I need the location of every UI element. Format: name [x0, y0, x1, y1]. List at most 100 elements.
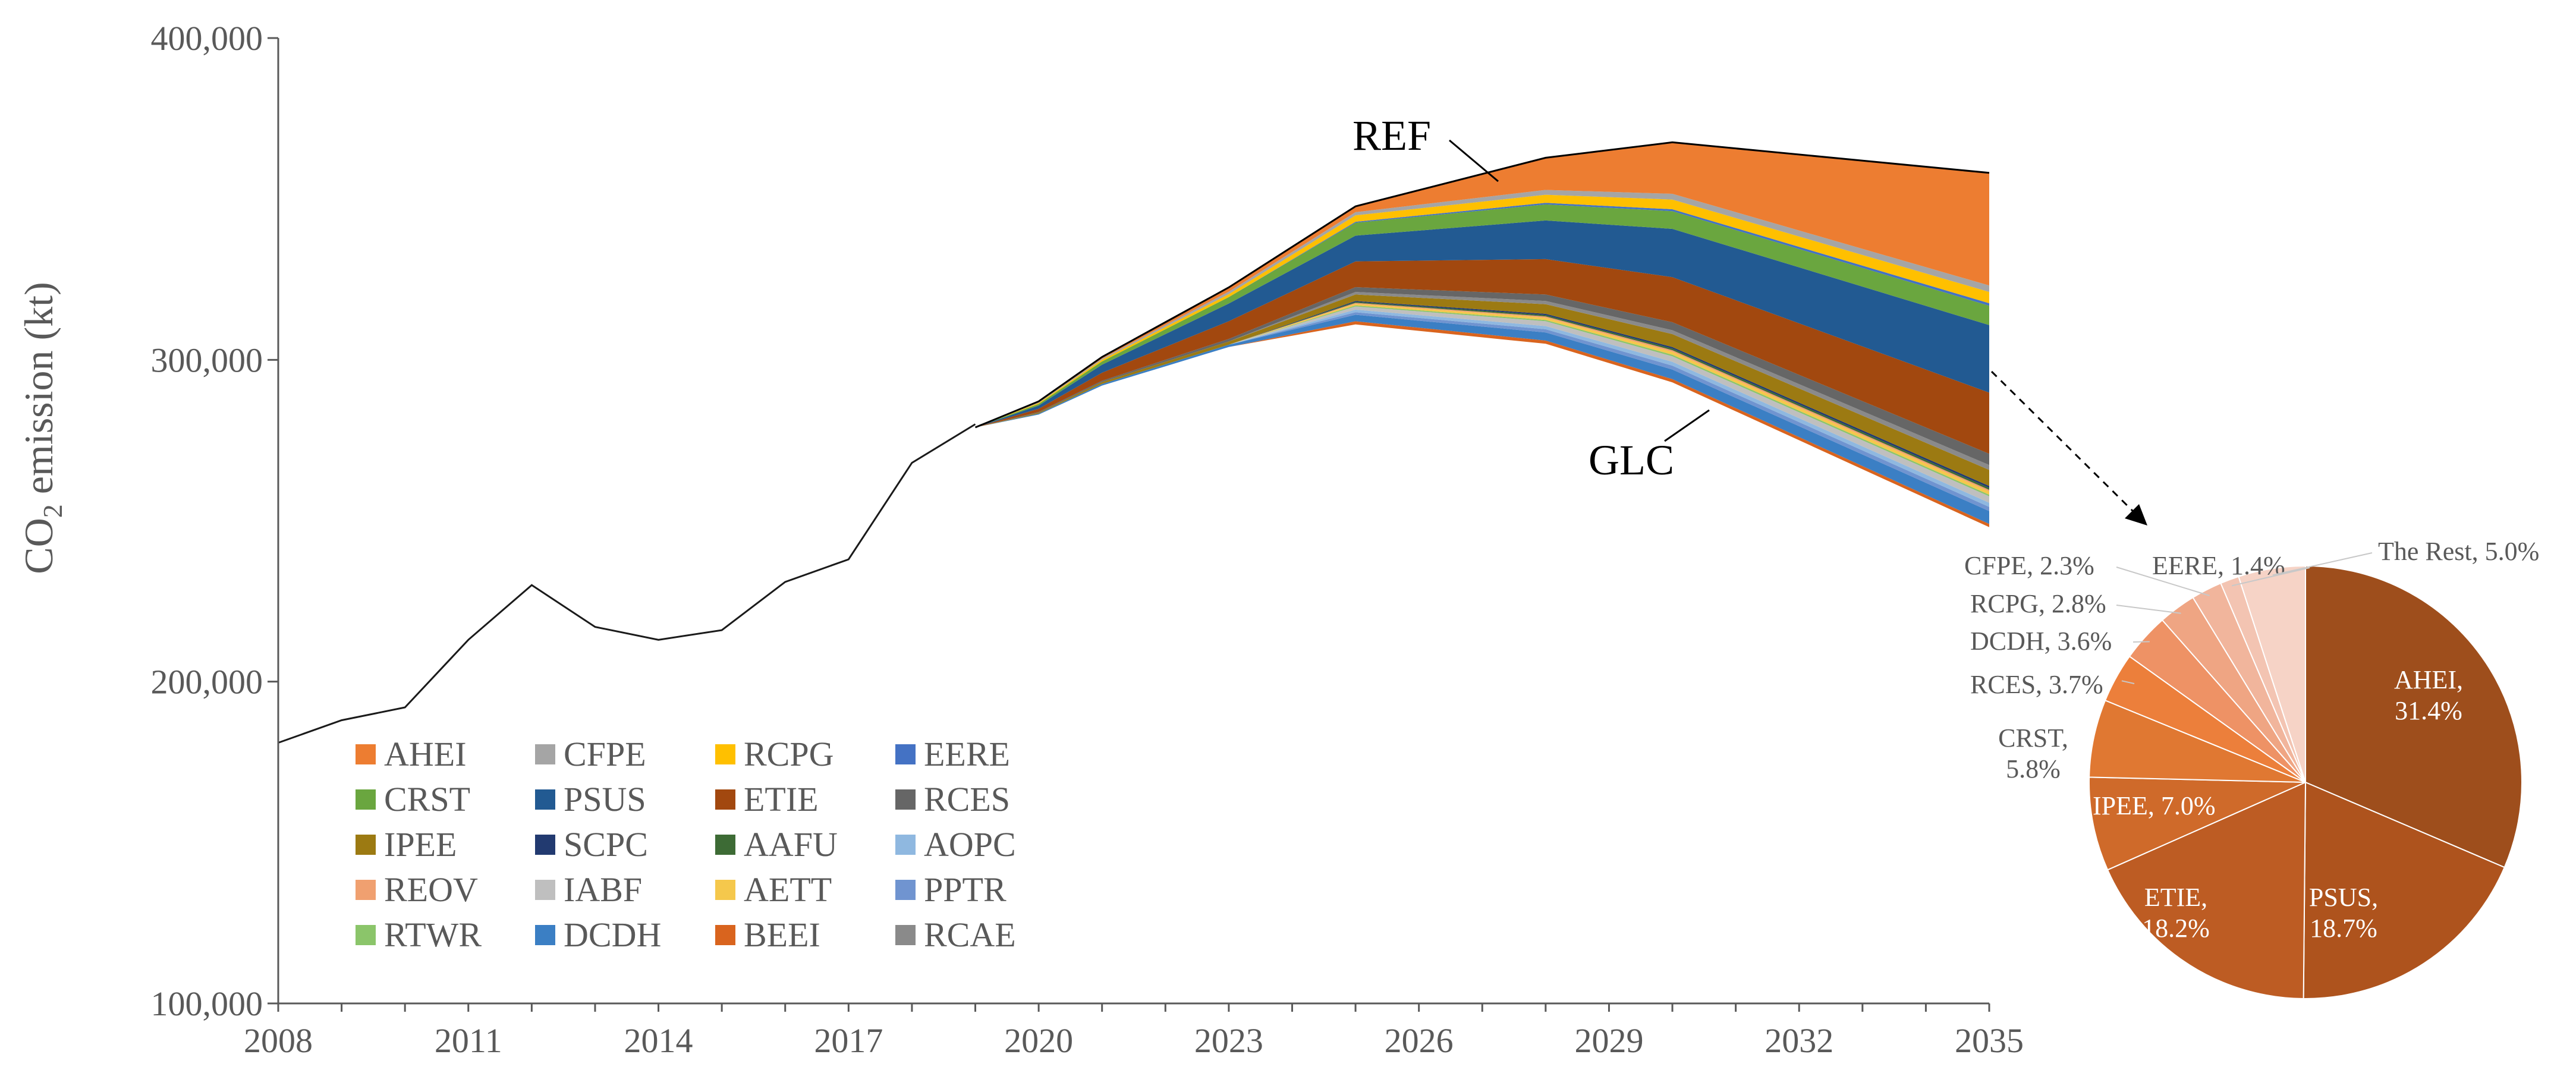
legend-label-psus: PSUS: [564, 780, 646, 819]
area-ipee: [975, 294, 1989, 486]
legend-label-aopc: AOPC: [924, 825, 1016, 864]
pie-slice-ipee: [2089, 776, 2306, 871]
pie-label-pct-ahei: 31.4%: [2395, 696, 2462, 725]
legend-swatch-cfpe: [535, 744, 555, 764]
legend-swatch-aopc: [895, 835, 916, 855]
x-tick-label: 2020: [1004, 1021, 1073, 1060]
legend-swatch-psus: [535, 789, 555, 810]
x-tick-label: 2017: [814, 1021, 883, 1060]
legend-label-rces: RCES: [924, 780, 1010, 819]
legend-swatch-etie: [715, 789, 735, 810]
y-tick-label: 100,000: [151, 984, 263, 1023]
legend-label-crst: CRST: [384, 780, 470, 819]
pie-label-rcpg: RCPG, 2.8%: [1970, 589, 2106, 618]
x-tick-label: 2035: [1955, 1021, 2024, 1060]
legend-label-reov: REOV: [384, 870, 478, 909]
pie-label-crst: CRST,: [1998, 723, 2068, 753]
legend-label-aett: AETT: [744, 870, 832, 909]
pie-label-psus: PSUS,: [2309, 883, 2378, 912]
legend-label-rcpg: RCPG: [744, 735, 834, 773]
pie-pointer-arrowhead: [2125, 504, 2147, 525]
legend-swatch-rcpg: [715, 744, 735, 764]
y-axis-title-rest: emission (kt): [16, 282, 61, 504]
legend-swatch-iabf: [535, 880, 555, 900]
legend-label-scpc: SCPC: [564, 825, 648, 864]
legend-label-ahei: AHEI: [384, 735, 467, 773]
pie-slice-crst: [2089, 699, 2306, 783]
pie-slice-etie: [2106, 781, 2307, 1000]
pie-leader-line: [2116, 605, 2181, 614]
legend-swatch-rces: [895, 789, 916, 810]
x-tick-label: 2008: [244, 1021, 313, 1060]
pie-slice-psus: [2303, 781, 2506, 1000]
pie-leader-line: [2231, 567, 2310, 587]
area-rcae: [975, 292, 1989, 470]
area-ahei: [975, 142, 1989, 427]
legend-swatch-beei: [715, 925, 735, 945]
y-tick-label: 200,000: [151, 663, 263, 701]
y-tick-label: 400,000: [151, 19, 263, 58]
legend-label-aafu: AAFU: [744, 825, 838, 864]
legend-label-iabf: IABF: [564, 870, 642, 909]
ref-leader: [1449, 139, 1499, 182]
legend-swatch-pptr: [895, 880, 916, 900]
legend-label-rcae: RCAE: [924, 915, 1016, 954]
y-axis-title: CO2 emission (kt): [16, 282, 68, 574]
legend-swatch-ahei: [356, 744, 376, 764]
legend-label-cfpe: CFPE: [564, 735, 646, 773]
pie-label-etie: ETIE,: [2144, 883, 2207, 912]
legend-label-ipee: IPEE: [384, 825, 457, 864]
glc-leader: [1664, 409, 1710, 442]
legend-swatch-ipee: [356, 835, 376, 855]
y-tick-label: 300,000: [151, 341, 263, 379]
pie-label-ipee: IPEE, 7.0%: [2093, 791, 2216, 820]
legend-label-pptr: PPTR: [924, 870, 1007, 909]
legend-label-eere: EERE: [924, 735, 1010, 773]
pie-label-the-rest: The Rest, 5.0%: [2378, 537, 2539, 566]
x-tick-label: 2032: [1764, 1021, 1833, 1060]
pie-label-eere: EERE, 1.4%: [2152, 551, 2285, 580]
legend-swatch-dcdh: [535, 925, 555, 945]
pie-label-pct-crst: 5.8%: [2006, 754, 2061, 783]
legend-swatch-aafu: [715, 835, 735, 855]
pie-pointer-arrow: [1990, 370, 2139, 517]
pie-leader-line: [2132, 641, 2150, 643]
pie-slice-the-rest: [2238, 565, 2306, 783]
legend-label-rtwr: RTWR: [384, 915, 482, 954]
pie-slice-ahei: [2305, 565, 2522, 868]
legend-swatch-eere: [895, 744, 916, 764]
y-axis-title-main: CO: [16, 518, 61, 574]
legend-label-dcdh: DCDH: [564, 915, 661, 954]
area-rces: [975, 287, 1989, 465]
ref-annotation: REF: [1353, 112, 1431, 159]
legend-swatch-rcae: [895, 925, 916, 945]
y-axis-title-sub: 2: [37, 504, 68, 518]
pie-leader-line: [2121, 680, 2135, 684]
pie-label-rces: RCES, 3.7%: [1970, 670, 2103, 699]
legend-swatch-scpc: [535, 835, 555, 855]
pie-leader-line: [2116, 567, 2210, 596]
legend-swatch-rtwr: [356, 925, 376, 945]
area-psus: [975, 220, 1989, 427]
pie-label-pct-etie: 18.2%: [2142, 914, 2210, 943]
legend-label-etie: ETIE: [744, 780, 819, 819]
glc-annotation: GLC: [1589, 436, 1674, 484]
ref-line: [974, 141, 1990, 429]
x-tick-label: 2026: [1385, 1021, 1454, 1060]
x-tick-label: 2029: [1574, 1021, 1643, 1060]
legend-swatch-reov: [356, 880, 376, 900]
area-etie: [975, 259, 1989, 454]
pie-label-dcdh: DCDH, 3.6%: [1970, 627, 2112, 656]
pie-leader-line: [2272, 552, 2373, 576]
x-tick-label: 2014: [624, 1021, 693, 1060]
x-tick-label: 2023: [1194, 1021, 1263, 1060]
legend-swatch-aett: [715, 880, 735, 900]
x-tick-label: 2011: [435, 1021, 502, 1060]
pie-label-cfpe: CFPE, 2.3%: [1964, 551, 2094, 580]
legend-label-beei: BEEI: [744, 915, 820, 954]
legend-swatch-crst: [356, 789, 376, 810]
historical-line: [278, 423, 976, 744]
pie-label-ahei: AHEI,: [2394, 665, 2463, 694]
